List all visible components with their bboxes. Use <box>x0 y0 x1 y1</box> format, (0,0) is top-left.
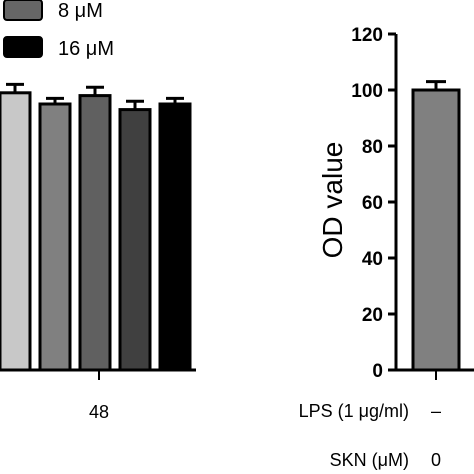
row-label-skn: SKN (μM) <box>330 450 409 470</box>
row-value-skn: 0 <box>431 450 441 470</box>
y-axis-label: OD value <box>317 142 348 259</box>
bar-1 <box>38 102 72 372</box>
right-bar <box>411 88 461 372</box>
y-tick-label-100: 100 <box>351 81 383 102</box>
row-value-lps: – <box>431 401 441 421</box>
bar-0 <box>0 91 32 372</box>
y-tick-label-0: 0 <box>372 361 383 382</box>
row-label-lps: LPS (1 μg/ml) <box>299 401 409 421</box>
legend-swatch-8um <box>3 0 43 21</box>
y-tick-label-60: 60 <box>362 193 383 214</box>
legend-swatch-16um <box>3 36 43 58</box>
legend-label-16um: 16 μM <box>58 38 114 60</box>
legend-label-8um: 8 μM <box>58 0 103 22</box>
y-tick-label-80: 80 <box>362 137 383 158</box>
left-x-tick-label: 48 <box>89 402 109 422</box>
y-tick-label-20: 20 <box>362 305 383 326</box>
y-tick-label-120: 120 <box>351 25 383 46</box>
left-panel-bars <box>0 82 192 372</box>
bar-4 <box>158 102 192 372</box>
bar-3 <box>118 108 152 372</box>
legend: 8 μM 16 μM <box>3 0 114 60</box>
y-axis-ticks: 0 20 40 60 80 100 120 <box>351 25 396 382</box>
right-panel-bars <box>411 80 461 372</box>
bar-2 <box>78 94 112 372</box>
y-tick-label-40: 40 <box>362 249 383 270</box>
